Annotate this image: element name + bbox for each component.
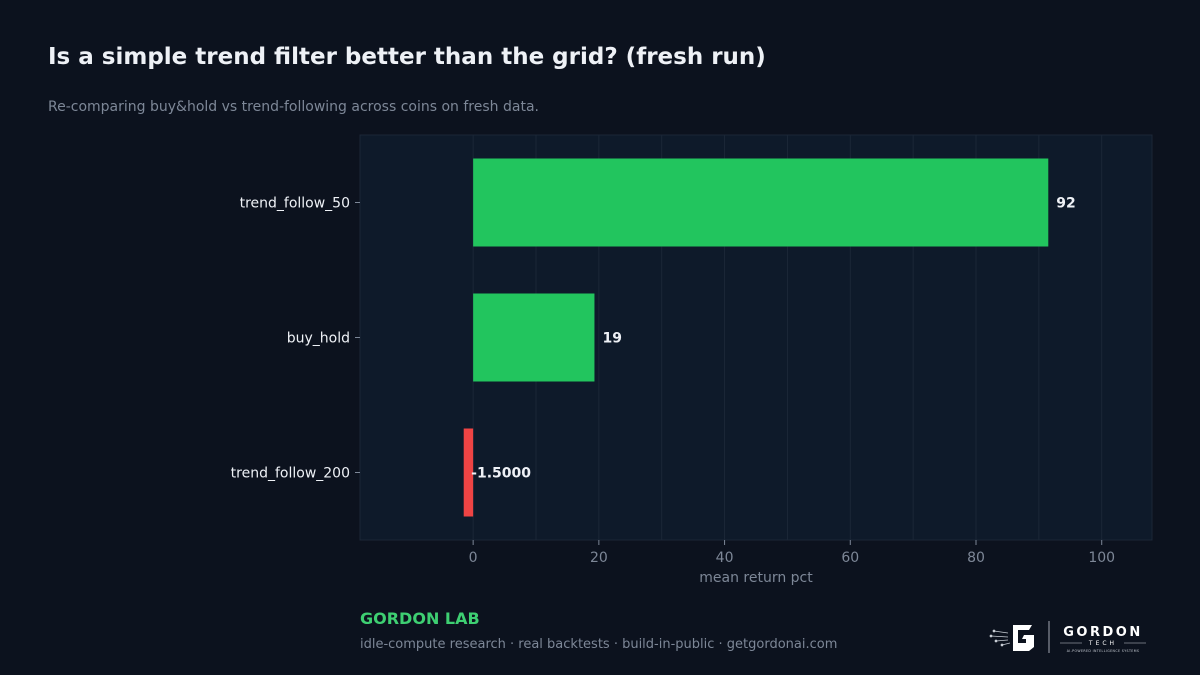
category-label: trend_follow_50 — [240, 196, 350, 212]
bar-trend_follow_50 — [473, 158, 1049, 247]
page-title: Is a simple trend filter better than the… — [48, 44, 766, 70]
bar-buy_hold — [473, 293, 595, 382]
g-mark-icon — [1013, 625, 1034, 651]
logo-word: GORDON — [1063, 625, 1142, 640]
x-tick-label: 80 — [967, 550, 985, 566]
bars: 92 19 -1.5000 — [463, 158, 1076, 517]
x-tick-label: 60 — [841, 550, 859, 566]
category-labels: trend_follow_50 buy_hold trend_follow_200 — [231, 196, 360, 482]
x-tick-label: 20 — [590, 550, 608, 566]
x-axis-ticks: 0 20 40 60 80 100 — [469, 540, 1115, 566]
category-label: trend_follow_200 — [231, 466, 350, 482]
x-tick-label: 0 — [469, 550, 478, 566]
logo-sub: TECH — [1088, 640, 1117, 647]
gordon-tech-logo: GORDON TECH AI-POWERED INTELLIGENCE SYST… — [989, 621, 1146, 653]
bar-value-label: -1.5000 — [471, 466, 531, 482]
circuit-lines-icon — [989, 629, 1011, 647]
bar-value-label: 92 — [1056, 196, 1075, 212]
brand-tagline: idle-compute research · real backtests ·… — [360, 637, 838, 652]
category-label: buy_hold — [287, 331, 350, 347]
page-subtitle: Re-comparing buy&hold vs trend-following… — [48, 99, 539, 115]
x-tick-label: 100 — [1088, 550, 1115, 566]
logo-tagline: AI-POWERED INTELLIGENCE SYSTEMS — [1067, 649, 1140, 653]
bar-trend_follow_200 — [463, 428, 474, 517]
x-axis-label: mean return pct — [699, 570, 813, 586]
x-tick-label: 40 — [716, 550, 734, 566]
bar-value-label: 19 — [602, 331, 621, 347]
brand-name: GORDON LAB — [360, 609, 480, 628]
